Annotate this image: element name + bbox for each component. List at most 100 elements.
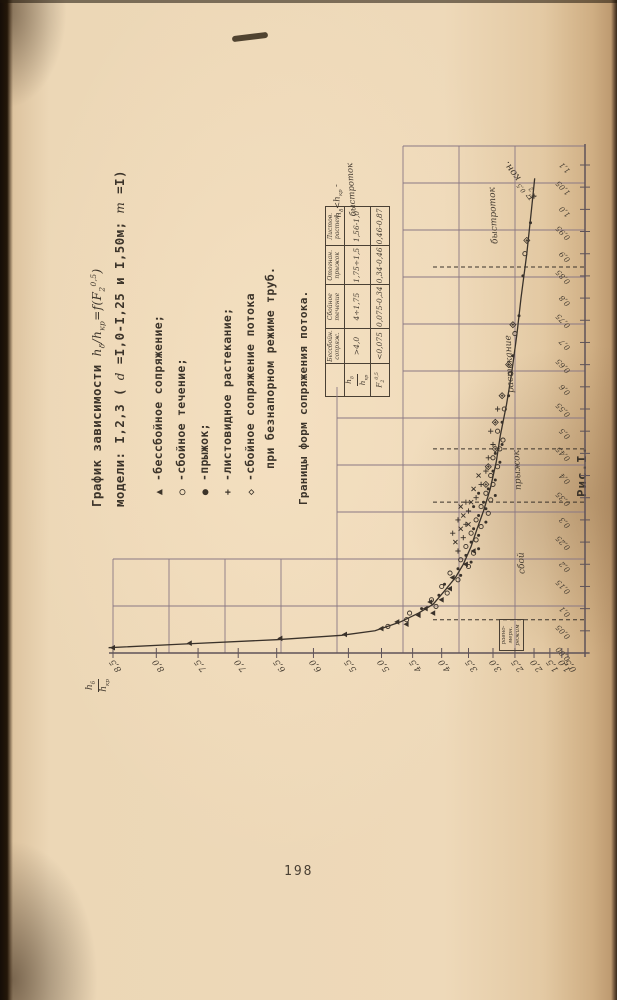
data-point-t [186, 640, 192, 647]
data-point-x [476, 473, 482, 478]
data-point-t [449, 574, 455, 581]
data-point-d [477, 547, 481, 551]
data-point-d [498, 460, 502, 464]
data-point-t [277, 635, 283, 642]
data-point-t [422, 605, 428, 612]
data-point-d [456, 567, 460, 571]
data-point-o [473, 537, 479, 543]
data-point-d [469, 540, 473, 544]
data-point-d [507, 394, 511, 398]
data-point-o [501, 406, 507, 412]
data-point-t [341, 631, 347, 638]
data-point-t [430, 610, 436, 616]
scatter-chart: 8,5 8,0 7,5 7,0 6,5 6,0 5,5 5,0 4,5 4,0 3,5 3,0 2,5 2… [85, 130, 610, 695]
data-point-p [450, 530, 456, 536]
data-point-o [428, 597, 435, 603]
data-point-o [407, 610, 413, 616]
data-point-d [443, 582, 446, 586]
data-point-p [485, 455, 491, 461]
data-point-o [522, 251, 528, 257]
data-point-t [394, 619, 400, 625]
data-point-o [490, 481, 496, 487]
data-point-p [455, 517, 461, 523]
data-point-m [509, 321, 517, 329]
data-point-d [500, 443, 504, 446]
data-point-d [491, 469, 495, 473]
data-point-o [433, 603, 439, 609]
data-point-o [404, 617, 410, 623]
page-left-shadow-edge [0, 0, 13, 1000]
data-point-d [517, 314, 521, 318]
data-point-o [478, 504, 484, 510]
data-point-o [468, 530, 474, 536]
data-point-o [500, 437, 506, 443]
data-point-m [523, 236, 531, 244]
data-point-t [438, 597, 444, 603]
data-point-p [488, 428, 494, 434]
y-axis-title: hδ hкр [85, 678, 112, 692]
data-point-o [471, 550, 477, 556]
data-point-t [378, 625, 384, 632]
data-point-d [420, 607, 424, 611]
data-point-d [464, 553, 468, 557]
data-point-p [490, 441, 496, 448]
data-point-m [482, 480, 490, 488]
data-point-d [500, 420, 504, 424]
zone-label-uniform-regime: равно-мерн. режим [499, 619, 524, 651]
data-point-o [465, 563, 472, 570]
data-point-t [446, 585, 452, 592]
data-point-d [484, 507, 488, 511]
page-top-shadow-edge [0, 0, 617, 3]
data-point-d [521, 274, 525, 278]
data-point-m [505, 361, 513, 369]
data-point-p [455, 548, 461, 554]
data-point-p [473, 495, 479, 501]
data-point-p [460, 535, 466, 541]
data-point-d [477, 533, 481, 537]
data-point-p [531, 193, 537, 199]
data-point-o [488, 472, 494, 479]
data-point-m [491, 418, 499, 426]
data-point-p [463, 521, 469, 527]
data-point-d [469, 560, 473, 564]
data-point-o [508, 370, 514, 377]
data-point-d [482, 500, 485, 504]
page-number: 198 [284, 864, 314, 879]
data-point-m [498, 392, 506, 400]
data-point-d [484, 520, 488, 524]
data-point-p [463, 499, 469, 505]
data-point-d [459, 573, 463, 577]
data-point-o [488, 497, 494, 503]
data-point-o [444, 590, 450, 596]
data-point-o [512, 331, 518, 337]
data-point-p [495, 406, 501, 412]
data-point-d [477, 491, 481, 495]
data-point-o [439, 583, 445, 590]
data-point-o [485, 510, 491, 516]
fitted-curve [108, 178, 536, 649]
data-point-p [465, 508, 472, 514]
data-point-d [529, 221, 532, 225]
data-point-d [472, 527, 476, 531]
data-point-d [511, 354, 515, 358]
zone-label-2: прыжок [511, 449, 525, 491]
data-point-t [427, 599, 433, 605]
data-point-x [466, 521, 471, 527]
data-point-d [486, 487, 490, 491]
data-point-o [490, 455, 496, 461]
data-point-d [493, 451, 497, 455]
data-point-d [493, 494, 497, 497]
data-point-o [473, 517, 479, 523]
data-point-m [491, 445, 499, 453]
data-point-o [495, 464, 501, 470]
data-point-o [483, 490, 489, 496]
data-point-o [463, 543, 469, 550]
ink-smudge-mark [231, 31, 269, 43]
data-point-t [109, 644, 115, 651]
data-point-d [477, 514, 481, 517]
data-point-m [484, 463, 492, 471]
data-point-d [437, 593, 441, 597]
data-point-o [455, 577, 461, 583]
data-point-t [415, 612, 421, 619]
